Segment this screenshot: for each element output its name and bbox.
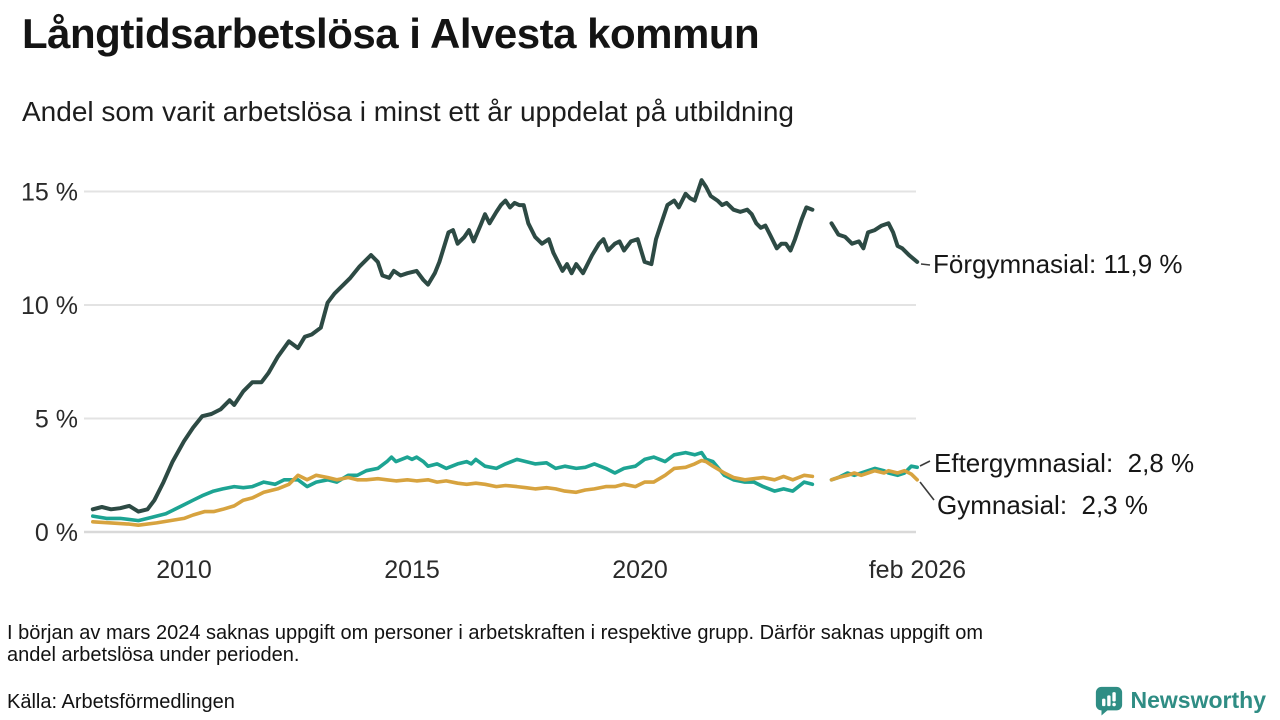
page-subtitle: Andel som varit arbetslösa i minst ett å… (22, 96, 794, 127)
newsworthy-brand: Newsworthy (1094, 685, 1266, 716)
source-credit: Källa: Arbetsförmedlingen (7, 691, 235, 713)
series-line-eftergymnasial (91, 450, 815, 523)
chart-footnote: I början av mars 2024 saknas uppgift om … (7, 622, 1263, 666)
series-line-gymnasial (829, 468, 920, 482)
y-tick-label: 15 % (21, 179, 78, 207)
footnote-line-1: I början av mars 2024 saknas uppgift om … (7, 622, 984, 644)
label-connector-forgymnasial (920, 263, 931, 266)
y-tick-label: 0 % (35, 519, 78, 547)
newsworthy-logo-text: Newsworthy (1130, 687, 1266, 713)
grid-layer: 0 % 5 % 10 % 15 % 2010 2015 2020 feb 2026 (21, 179, 966, 585)
y-tick-label: 10 % (21, 292, 78, 320)
footnote-line-2: andel arbetslösa under perioden. (7, 644, 300, 666)
series-line-förgymnasial (90, 178, 815, 514)
end-label-forgymnasial: Förgymnasial: 11,9 % (933, 249, 1183, 279)
y-tick-label: 5 % (35, 406, 78, 434)
end-label-eftergymnasial: Eftergymnasial: 2,8 % (934, 448, 1194, 478)
x-tick-label: feb 2026 (869, 556, 966, 584)
newsworthy-logo-icon (1095, 686, 1122, 716)
x-tick-label: 2010 (156, 556, 212, 584)
x-tick-label: 2015 (384, 556, 440, 584)
x-tick-label: 2020 (612, 556, 668, 584)
series-layer (90, 178, 920, 528)
page-title: Långtidsarbetslösa i Alvesta kommun (22, 10, 760, 57)
series-line-eftergymnasial (829, 464, 920, 482)
series-line-gymnasial (91, 458, 815, 528)
series-end-labels: Förgymnasial: 11,9 % Eftergymnasial: 2,8… (919, 249, 1194, 520)
series-line-förgymnasial (829, 221, 920, 264)
label-connector-eftergymnasial (919, 460, 931, 467)
label-connector-gymnasial (919, 481, 935, 501)
end-label-gymnasial: Gymnasial: 2,3 % (937, 490, 1148, 520)
